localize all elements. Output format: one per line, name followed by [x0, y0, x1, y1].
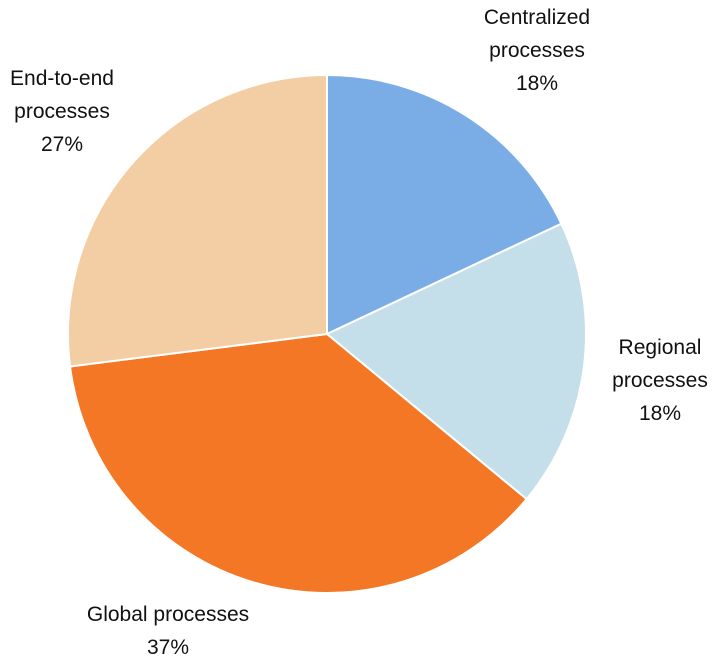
- category-name: Global processes: [86, 603, 250, 626]
- percent-label: 27%: [40, 133, 84, 156]
- percent-label: 37%: [146, 636, 190, 659]
- slice-label: Global processes 37%: [48, 598, 288, 664]
- category-name: End-to-end processes: [10, 67, 114, 123]
- pie-slice: [68, 332, 528, 594]
- pie-slice: [67, 73, 328, 368]
- slice-label: Regional processes 18%: [603, 331, 717, 430]
- pie-slice: [326, 73, 563, 336]
- percent-label: 18%: [638, 402, 682, 425]
- slice-label: Centralized processes 18%: [447, 1, 627, 100]
- pie-slice: [325, 222, 587, 501]
- percent-label: 18%: [515, 72, 559, 95]
- category-name: Centralized processes: [483, 6, 591, 62]
- slice-label: End-to-end processes 27%: [0, 62, 124, 161]
- category-name: Regional processes: [612, 336, 708, 392]
